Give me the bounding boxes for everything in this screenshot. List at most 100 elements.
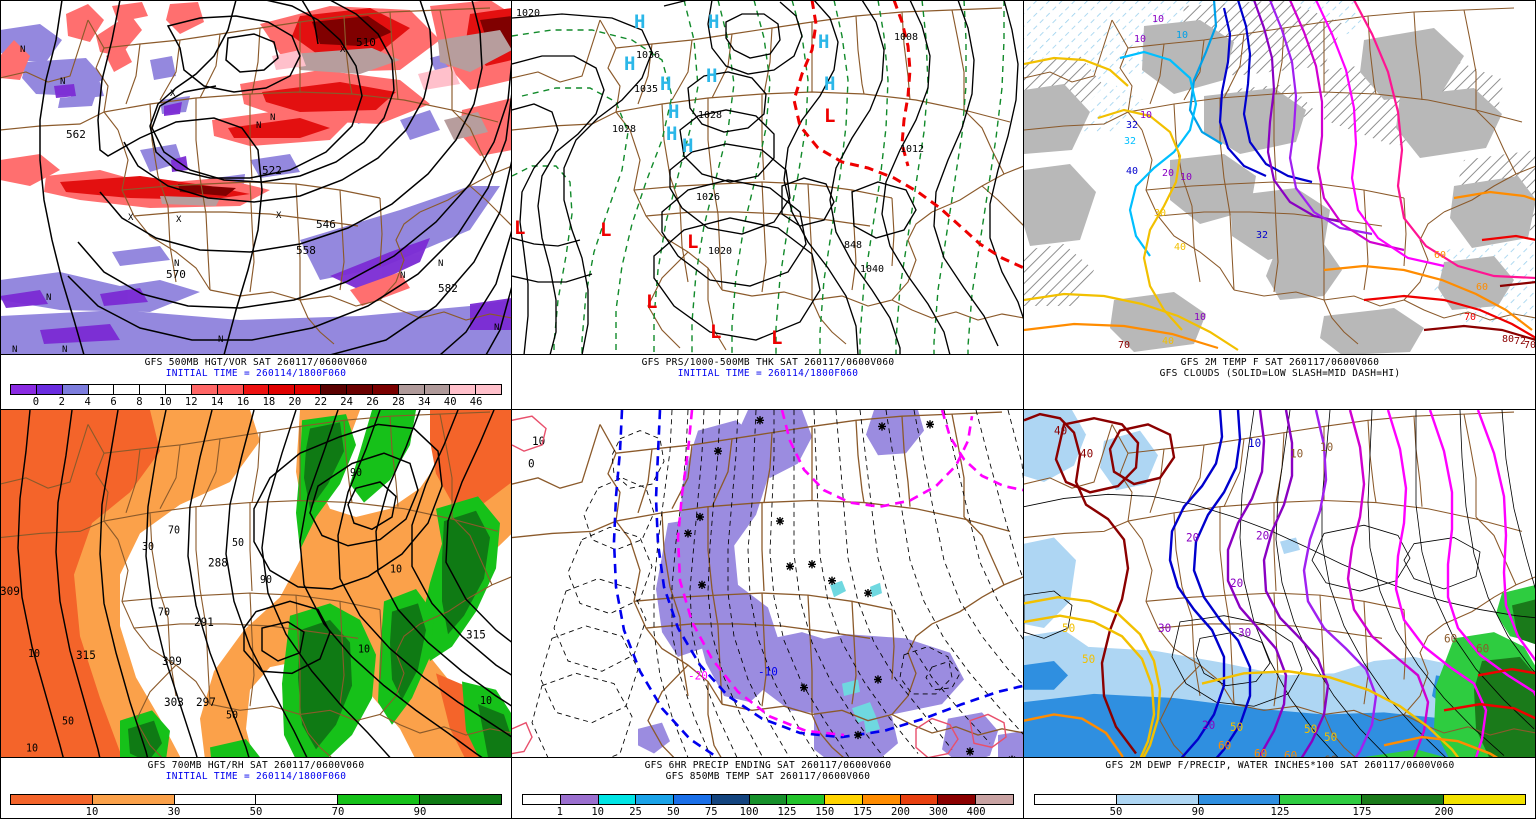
svg-text:1008: 1008 <box>894 32 918 43</box>
svg-text:1012: 1012 <box>900 144 924 155</box>
svg-text:H: H <box>682 135 693 157</box>
svg-text:N: N <box>256 121 261 131</box>
colorbar-tick-label: 40 <box>443 396 457 408</box>
svg-text:-10: -10 <box>758 665 778 678</box>
panel-2m-temp-clouds[interactable]: 32 32 70 40 32 10 10 10 10 20 10 10 30 4… <box>1024 0 1536 410</box>
svg-text:40: 40 <box>1054 424 1067 437</box>
svg-text:20: 20 <box>1162 168 1174 179</box>
svg-text:10: 10 <box>1290 447 1303 460</box>
colorbar-swatch-2 <box>62 385 89 394</box>
svg-text:40: 40 <box>1080 447 1093 460</box>
svg-text:30: 30 <box>142 541 154 552</box>
colorbar-swatch-7 <box>787 794 826 804</box>
colorbar-swatch-7 <box>191 385 218 394</box>
svg-text:1020: 1020 <box>708 246 732 257</box>
colorbar-tick-label: 18 <box>262 396 276 408</box>
svg-text:N: N <box>174 259 179 269</box>
colorbar-ticks: 10 30 50 70 90 <box>10 806 502 819</box>
svg-text:40: 40 <box>1162 336 1174 347</box>
svg-text:10: 10 <box>480 696 492 707</box>
colorbar-tick-label: 90 <box>413 805 427 818</box>
panel-init-time: INITIAL TIME = 260114/1800F060 <box>165 770 347 782</box>
colorbar-swatch-1 <box>92 794 175 804</box>
svg-text:50: 50 <box>1324 731 1337 744</box>
svg-text:L: L <box>710 321 721 343</box>
panel-title-block: GFS 2M DEWP F/PRECIP, WATER INCHES*100 S… <box>1024 760 1535 771</box>
map-surface-pressure-thickness[interactable]: H H H H H H H H H H L L <box>512 0 1023 355</box>
svg-text:20: 20 <box>1256 529 1269 542</box>
colorbar-swatch-8 <box>825 794 863 804</box>
map-2m-temp-clouds[interactable]: 32 32 70 40 32 10 10 10 10 20 10 10 30 4… <box>1024 0 1536 355</box>
svg-text:90: 90 <box>260 574 272 585</box>
colorbar-swatch-11 <box>295 385 322 394</box>
colorbar-swatch-18 <box>476 385 502 394</box>
colorbar-tick-label: 8 <box>136 396 143 408</box>
svg-text:50: 50 <box>232 537 244 548</box>
svg-text:N: N <box>218 335 223 345</box>
svg-text:70: 70 <box>1524 340 1536 351</box>
colorbar-swatches <box>10 793 502 805</box>
colorbar-tick-label: 50 <box>1109 805 1123 818</box>
colorbar-swatch-10 <box>269 385 296 394</box>
svg-text:562: 562 <box>66 128 86 141</box>
panel-700mb-hgt-rh[interactable]: 309 315 303 297 288 291 309 315 10 10 30… <box>0 409 512 819</box>
svg-text:60: 60 <box>1284 749 1297 757</box>
svg-text:X: X <box>276 211 282 221</box>
colorbar-tick-label: 34 <box>417 396 431 408</box>
colorbar-swatch-3 <box>88 385 115 394</box>
colorbar-swatch-4 <box>338 794 421 804</box>
colorbar-tick-label: 30 <box>167 805 181 818</box>
svg-text:70: 70 <box>168 525 180 536</box>
svg-text:20: 20 <box>1186 531 1199 544</box>
svg-text:70: 70 <box>158 607 170 618</box>
map-6hr-precip-850mb-temp[interactable]: -20 -10 10 0 <box>512 409 1023 758</box>
svg-text:10: 10 <box>1194 312 1206 323</box>
svg-text:0: 0 <box>528 457 535 470</box>
colorbar-precipitable-water: 50 90 125 175 200 <box>1034 793 1526 819</box>
map-2m-dewp-precip-water[interactable]: 40 40 50 50 50 50 50 60 60 60 60 60 60 2… <box>1024 409 1535 758</box>
svg-text:32: 32 <box>1256 230 1268 241</box>
colorbar-tick-label: 20 <box>288 396 302 408</box>
colorbar-tick-label: 50 <box>667 805 680 818</box>
panel-2m-dewp-precip-water[interactable]: 40 40 50 50 50 50 50 60 60 60 60 60 60 2… <box>1024 409 1536 819</box>
colorbar-swatch-6 <box>166 385 192 394</box>
svg-text:510: 510 <box>356 36 376 49</box>
colorbar-swatch-9 <box>862 794 901 804</box>
svg-text:60: 60 <box>1476 642 1489 655</box>
colorbar-swatch-4 <box>114 385 141 394</box>
svg-text:309: 309 <box>0 585 20 598</box>
panel-title-block: GFS 6HR PRECIP ENDING SAT 260117/0600V06… <box>512 760 1023 782</box>
svg-text:10: 10 <box>1152 14 1164 25</box>
colorbar-swatch-5 <box>420 794 501 804</box>
svg-text:X: X <box>340 45 346 55</box>
colorbar-tick-label: 175 <box>853 805 873 818</box>
svg-text:50: 50 <box>62 716 74 727</box>
svg-text:80: 80 <box>1502 334 1514 345</box>
colorbar-tick-label: 24 <box>340 396 353 408</box>
colorbar-tick-label: 10 <box>159 396 172 408</box>
svg-text:32: 32 <box>1124 136 1136 147</box>
colorbar-swatch-1 <box>560 794 599 804</box>
svg-text:50: 50 <box>1082 652 1095 665</box>
colorbar-tick-label: 0 <box>32 396 40 408</box>
svg-text:H: H <box>706 65 717 87</box>
colorbar-tick-label: 12 <box>184 396 198 408</box>
map-700mb-hgt-rh[interactable]: 309 315 303 297 288 291 309 315 10 10 30… <box>0 409 511 758</box>
colorbar-tick-label: 75 <box>704 805 718 818</box>
colorbar-swatch-8 <box>217 385 244 394</box>
svg-text:70: 70 <box>1464 312 1476 323</box>
svg-text:297: 297 <box>196 696 216 709</box>
colorbar-tick-label: 16 <box>236 396 250 408</box>
panel-surface-pressure-thickness[interactable]: H H H H H H H H H H L L <box>512 0 1024 410</box>
svg-text:1028: 1028 <box>698 110 722 121</box>
svg-text:N: N <box>270 113 275 123</box>
svg-text:10: 10 <box>1248 436 1261 449</box>
panel-subtitle: GFS 850MB TEMP SAT 260117/0600V060 <box>665 770 871 782</box>
colorbar-swatch-3 <box>256 794 339 804</box>
svg-text:L: L <box>600 219 611 241</box>
panel-6hr-precip-850mb-temp[interactable]: -20 -10 10 0 <box>512 409 1024 819</box>
colorbar-swatch-2 <box>174 794 257 804</box>
svg-text:60: 60 <box>1444 632 1457 645</box>
